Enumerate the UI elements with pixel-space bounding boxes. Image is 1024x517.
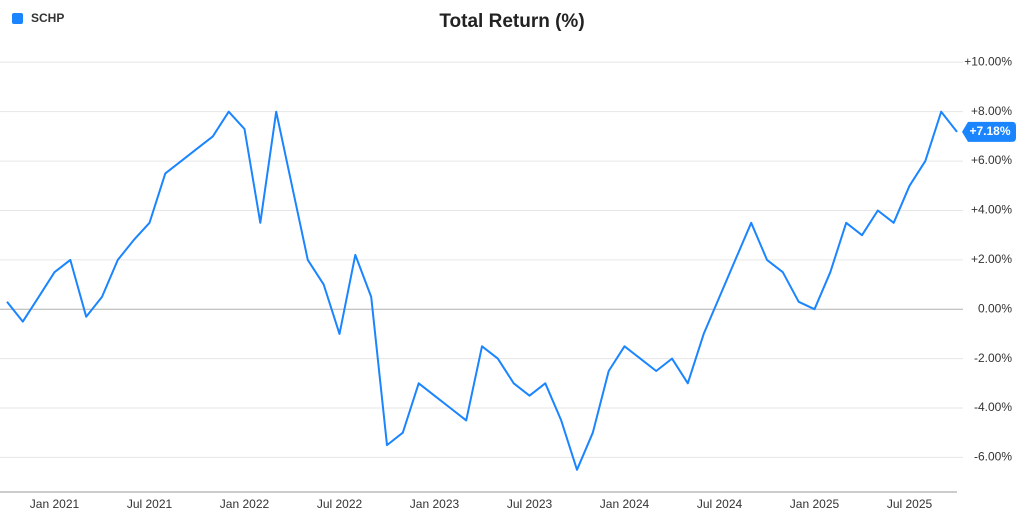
x-tick-label: Jan 2022 — [220, 497, 270, 511]
chart-title: Total Return (%) — [439, 11, 584, 32]
y-tick-label: -2.00% — [974, 351, 1012, 365]
y-tick-label: -4.00% — [974, 400, 1012, 414]
y-tick-label: +4.00% — [971, 203, 1012, 217]
x-tick-label: Jul 2024 — [697, 497, 743, 511]
x-tick-label: Jul 2023 — [507, 497, 553, 511]
x-tick-label: Jul 2022 — [317, 497, 363, 511]
x-tick-label: Jul 2021 — [127, 497, 173, 511]
y-tick-label: +8.00% — [971, 104, 1012, 118]
legend-label: SCHP — [31, 11, 64, 25]
x-tick-label: Jan 2023 — [410, 497, 460, 511]
value-label-bg — [962, 121, 1016, 142]
y-tick-label: 0.00% — [978, 301, 1012, 315]
legend-swatch — [12, 13, 23, 24]
line — [6, 110, 958, 471]
x-tick-label: Jul 2025 — [887, 497, 933, 511]
y-tick-label: +2.00% — [971, 252, 1012, 266]
value-label: +7.18% — [969, 124, 1010, 138]
x-tick-label: Jan 2024 — [600, 497, 650, 511]
y-tick-label: +10.00% — [964, 54, 1012, 68]
y-tick-label: -6.00% — [974, 450, 1012, 464]
y-tick-label: +6.00% — [971, 153, 1012, 167]
x-tick-label: Jan 2021 — [30, 497, 80, 511]
x-tick-label: Jan 2025 — [790, 497, 840, 511]
